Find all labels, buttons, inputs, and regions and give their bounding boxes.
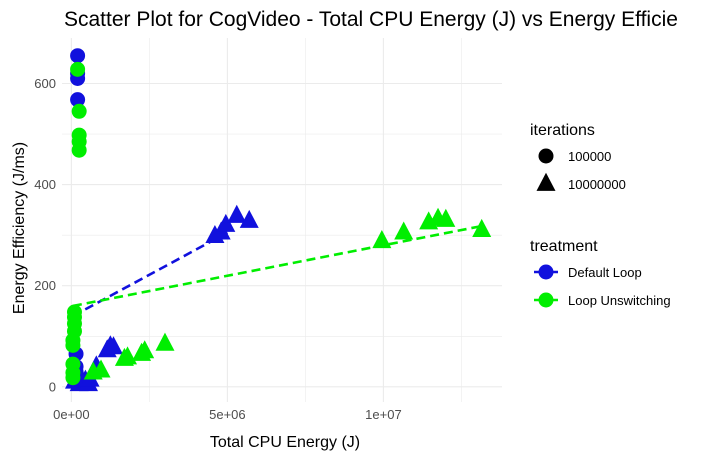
data-point-circle xyxy=(65,337,81,353)
trend-line xyxy=(72,231,229,318)
data-point-triangle xyxy=(216,213,236,232)
data-point-triangle xyxy=(472,218,492,237)
x-axis-ticks: 0e+00 5e+06 1e+07 xyxy=(53,407,402,422)
legend-label: Loop Unswitching xyxy=(568,293,671,308)
x-tick-label: 1e+07 xyxy=(365,407,402,422)
data-point-triangle xyxy=(103,336,123,355)
legend-label: 100000 xyxy=(568,149,611,164)
data-point-triangle xyxy=(227,204,247,223)
data-point-circle xyxy=(70,61,86,77)
data-point-circle xyxy=(71,103,87,119)
legend-label: Default Loop xyxy=(568,265,642,280)
data-point-triangle xyxy=(436,208,456,227)
legend-key-circle xyxy=(538,264,554,280)
y-tick-label: 0 xyxy=(49,379,56,394)
y-tick-label: 400 xyxy=(34,177,56,192)
data-point-triangle xyxy=(372,230,392,249)
data-point-circle xyxy=(65,370,81,386)
x-axis-title: Total CPU Energy (J) xyxy=(210,434,360,451)
data-points xyxy=(64,48,492,392)
data-point-triangle xyxy=(135,340,155,359)
legend: iterations 100000 10000000 treatment Default… xyxy=(530,122,671,308)
grid-lines xyxy=(62,38,502,402)
legend-key-circle xyxy=(538,292,554,308)
y-tick-label: 200 xyxy=(34,278,56,293)
legend-title: treatment xyxy=(530,238,598,255)
data-point-triangle xyxy=(118,346,138,365)
data-point-triangle xyxy=(239,209,259,228)
trend-lines xyxy=(72,224,482,318)
y-axis-title: Energy Efficiency (J/ms) xyxy=(11,142,28,314)
legend-title: iterations xyxy=(530,122,595,139)
y-tick-label: 600 xyxy=(34,76,56,91)
x-tick-label: 0e+00 xyxy=(53,407,90,422)
data-point-triangle xyxy=(394,221,414,240)
data-point-triangle xyxy=(91,359,111,378)
x-tick-label: 5e+06 xyxy=(209,407,246,422)
trend-line xyxy=(72,224,482,308)
data-point-triangle xyxy=(155,332,175,351)
chart-title: Scatter Plot for CogVideo - Total CPU En… xyxy=(64,8,678,31)
legend-label: 10000000 xyxy=(568,177,626,192)
legend-key-triangle xyxy=(536,172,556,191)
legend-key-circle xyxy=(538,148,554,164)
data-point-circle xyxy=(70,48,86,64)
data-point-circle xyxy=(71,142,87,158)
y-axis-ticks: 0 200 400 600 xyxy=(34,76,56,394)
data-point-circle xyxy=(70,92,86,108)
